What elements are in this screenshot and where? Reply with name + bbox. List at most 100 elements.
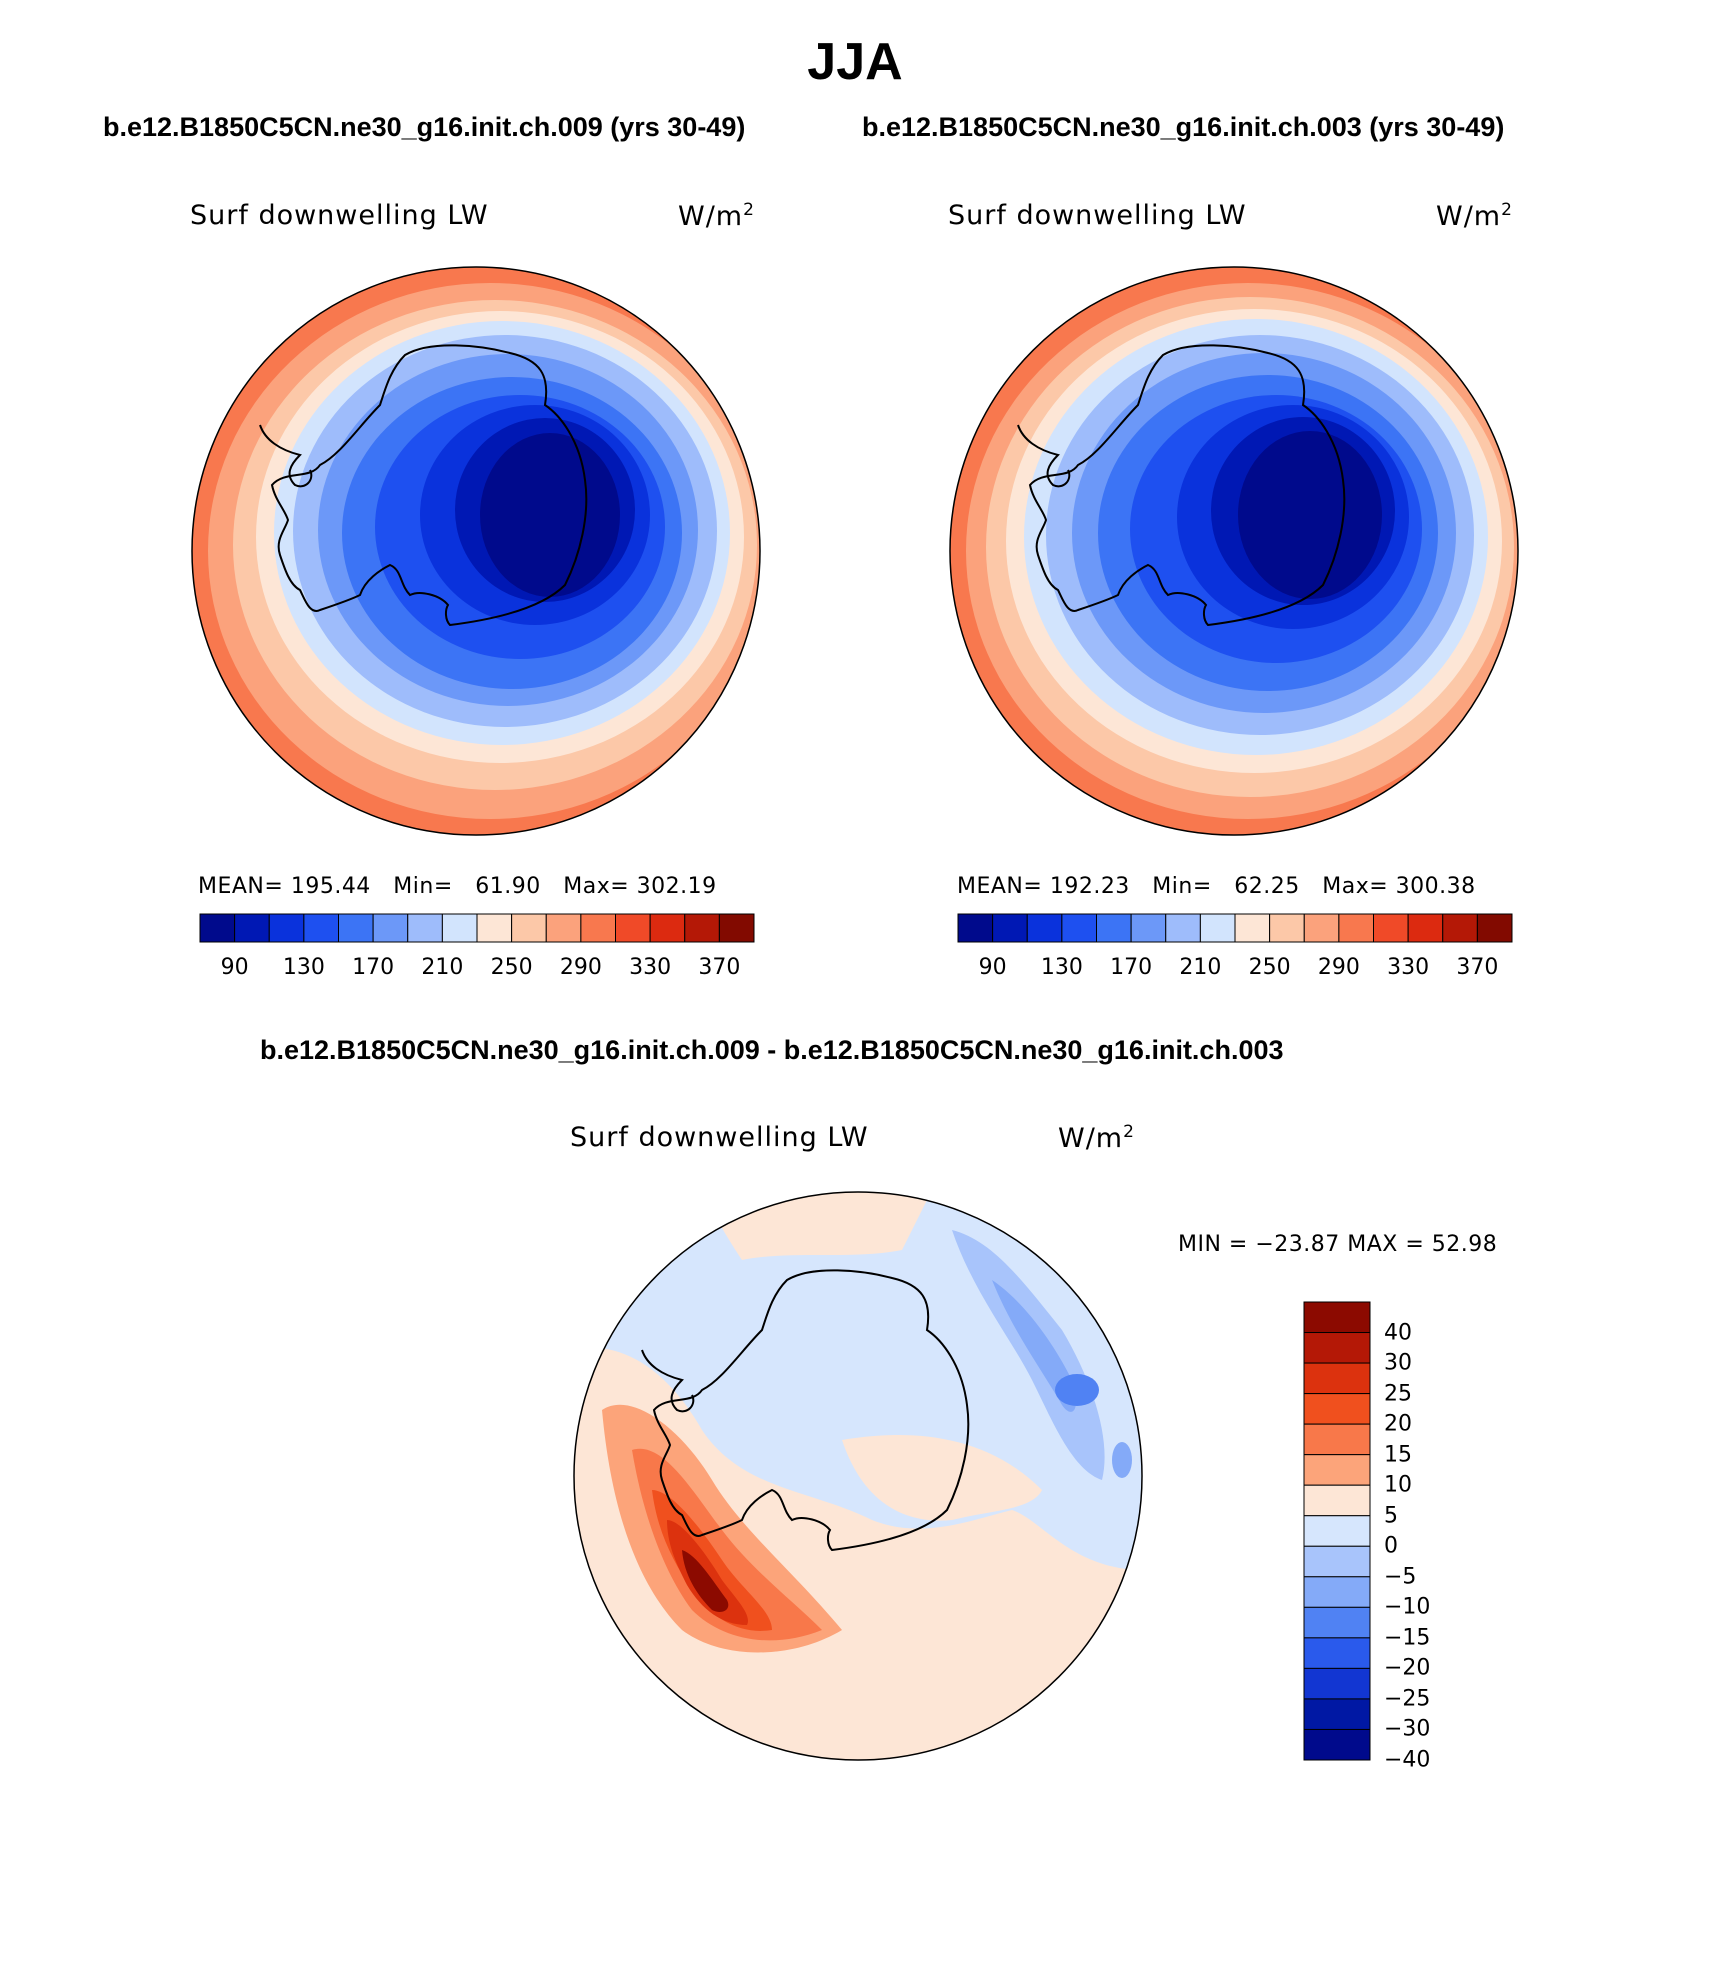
- colorbar-tick-label: −5: [1384, 1564, 1417, 1590]
- colorbar-swatch: [1303, 913, 1340, 943]
- colorbar-tick-label: 210: [421, 955, 464, 980]
- colorbar-tick-label: 290: [559, 955, 602, 980]
- colorbar-swatch: [441, 913, 478, 943]
- colorbar-swatch: [1061, 913, 1097, 943]
- right-units-label: W/m2: [1436, 200, 1513, 232]
- colorbar-tick-label: 330: [1387, 955, 1430, 980]
- colorbar-swatch: [1303, 1637, 1371, 1669]
- colorbar-swatch: [545, 913, 582, 943]
- colorbar-tick-label: −25: [1384, 1686, 1431, 1712]
- colorbar-tick-label: 90: [978, 955, 1007, 980]
- colorbar-swatch: [1269, 913, 1305, 943]
- colorbar-tick-label: −15: [1384, 1625, 1431, 1651]
- diff-polar-map: [573, 1191, 1143, 1761]
- colorbar-swatch: [992, 913, 1028, 943]
- colorbar-tick-label: 170: [1110, 955, 1153, 980]
- left-stats: MEAN= 195.44 Min= 61.90 Max= 302.19: [198, 874, 717, 899]
- colorbar-tick-label: −20: [1384, 1655, 1431, 1681]
- colorbar-tick-label: 330: [629, 955, 672, 980]
- colorbar-swatch: [511, 913, 547, 943]
- colorbar-tick-label: 370: [1456, 955, 1499, 980]
- colorbar-swatch: [615, 913, 651, 943]
- colorbar-swatch: [199, 913, 236, 943]
- colorbar-swatch: [1096, 913, 1132, 943]
- colorbar-swatch: [580, 913, 616, 943]
- colorbar-swatch: [1373, 913, 1409, 943]
- colorbar-swatch: [1303, 1484, 1371, 1517]
- colorbar-tick-label: 170: [352, 955, 395, 980]
- left-case-title: b.e12.B1850C5CN.ne30_g16.init.ch.009 (yr…: [103, 112, 746, 142]
- left-units-label: W/m2: [678, 200, 755, 232]
- left-variable-label: Surf downwelling LW: [190, 200, 489, 231]
- colorbar-swatch: [1303, 1301, 1371, 1334]
- colorbar-tick-label: 25: [1384, 1381, 1412, 1407]
- diff-units-label: W/m2: [1058, 1122, 1135, 1154]
- colorbar-swatch: [1303, 1454, 1371, 1486]
- right-polar-map: [949, 266, 1519, 836]
- right-stats: MEAN= 192.23 Min= 62.25 Max= 300.38: [957, 874, 1476, 899]
- colorbar-tick-label: 20: [1384, 1411, 1412, 1437]
- colorbar-swatch: [372, 913, 409, 943]
- colorbar-swatch: [684, 913, 720, 943]
- right-colorbar: [957, 913, 1513, 943]
- right-variable-label: Surf downwelling LW: [948, 200, 1247, 231]
- colorbar-tick-label: −30: [1384, 1716, 1431, 1742]
- colorbar-tick-label: 250: [1248, 955, 1291, 980]
- colorbar-swatch: [1303, 1606, 1371, 1639]
- colorbar-swatch: [1442, 913, 1478, 943]
- colorbar-swatch: [1303, 1698, 1371, 1730]
- colorbar-tick-label: 30: [1384, 1350, 1412, 1376]
- colorbar-swatch: [303, 913, 339, 943]
- colorbar-tick-label: 290: [1317, 955, 1360, 980]
- diff-variable-label: Surf downwelling LW: [570, 1122, 869, 1153]
- left-polar-map: [191, 266, 761, 836]
- colorbar-swatch: [718, 913, 755, 943]
- colorbar-swatch: [1303, 1515, 1371, 1547]
- colorbar-tick-label: 130: [282, 955, 325, 980]
- right-case-title: b.e12.B1850C5CN.ne30_g16.init.ch.003 (yr…: [862, 112, 1505, 142]
- colorbar-tick-label: 210: [1179, 955, 1222, 980]
- diff-title: b.e12.B1850C5CN.ne30_g16.init.ch.009 - b…: [260, 1035, 1284, 1065]
- colorbar-tick-label: 40: [1384, 1320, 1412, 1346]
- colorbar-swatch: [407, 913, 443, 943]
- colorbar-swatch: [476, 913, 513, 943]
- colorbar-swatch: [1303, 1362, 1371, 1395]
- colorbar-swatch: [1130, 913, 1167, 943]
- colorbar-swatch: [1165, 913, 1201, 943]
- colorbar-tick-label: −40: [1384, 1747, 1431, 1773]
- colorbar-tick-label: 370: [698, 955, 741, 980]
- antarctica-coastline: [1028, 344, 1346, 627]
- colorbar-swatch: [1303, 1332, 1371, 1364]
- colorbar-swatch: [649, 913, 686, 943]
- colorbar-tick-label: 250: [490, 955, 533, 980]
- colorbar-swatch: [1407, 913, 1444, 943]
- diff-colorbar: [1303, 1301, 1371, 1761]
- colorbar-tick-label: 90: [220, 955, 249, 980]
- colorbar-tick-label: 0: [1384, 1533, 1398, 1559]
- colorbar-swatch: [1303, 1545, 1371, 1578]
- colorbar-swatch: [268, 913, 305, 943]
- colorbar-swatch: [1476, 913, 1513, 943]
- colorbar-swatch: [1338, 913, 1374, 943]
- colorbar-swatch: [338, 913, 374, 943]
- colorbar-swatch: [1199, 913, 1236, 943]
- left-colorbar: [199, 913, 755, 943]
- colorbar-swatch: [234, 913, 270, 943]
- colorbar-tick-label: 15: [1384, 1442, 1412, 1468]
- colorbar-tick-label: 5: [1384, 1503, 1398, 1529]
- antarctica-coastline: [270, 344, 588, 627]
- colorbar-swatch: [1303, 1667, 1371, 1700]
- colorbar-swatch: [957, 913, 994, 943]
- colorbar-swatch: [1303, 1576, 1371, 1608]
- diff-minmax: MIN = −23.87 MAX = 52.98: [1178, 1232, 1498, 1257]
- colorbar-swatch: [1303, 1423, 1371, 1456]
- colorbar-swatch: [1234, 913, 1271, 943]
- antarctica-coastline: [652, 1269, 970, 1552]
- colorbar-swatch: [1026, 913, 1063, 943]
- colorbar-swatch: [1303, 1728, 1371, 1761]
- colorbar-tick-label: 130: [1040, 955, 1083, 980]
- colorbar-tick-label: 10: [1384, 1472, 1412, 1498]
- colorbar-tick-label: −10: [1384, 1594, 1431, 1620]
- figure-title: JJA: [807, 33, 903, 91]
- colorbar-swatch: [1303, 1393, 1371, 1425]
